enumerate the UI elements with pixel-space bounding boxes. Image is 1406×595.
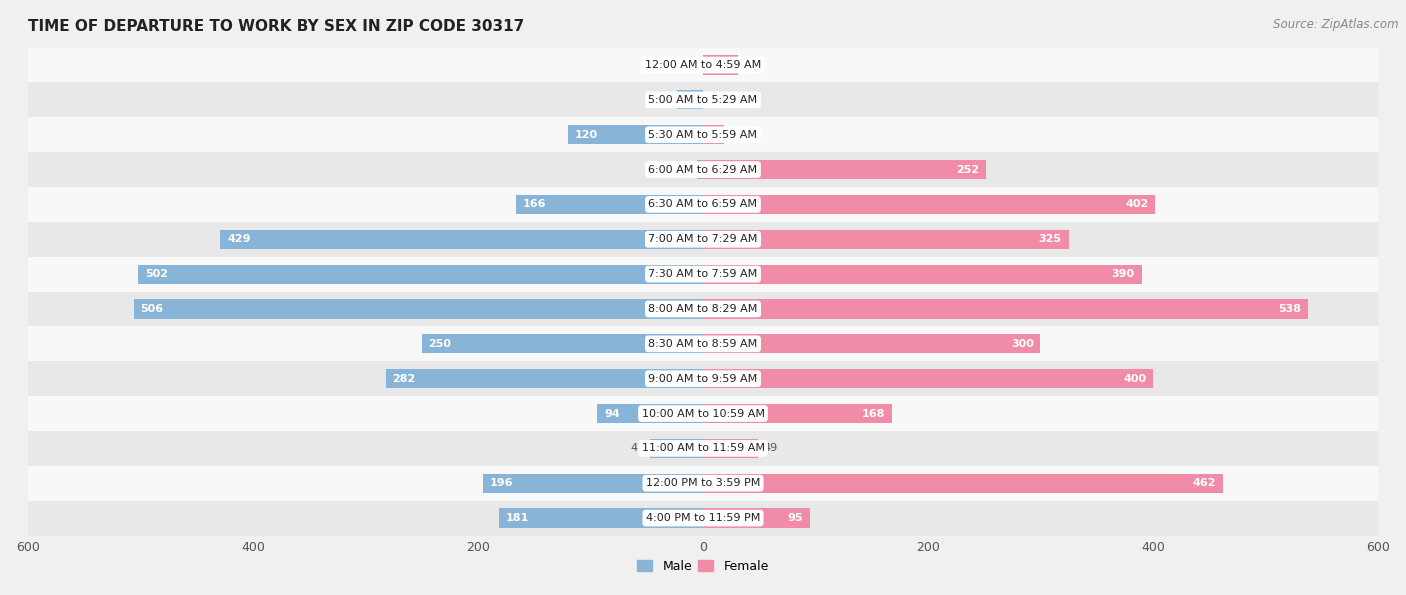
Bar — [703, 369, 1153, 389]
Text: 538: 538 — [1278, 304, 1302, 314]
Text: 6:30 AM to 6:59 AM: 6:30 AM to 6:59 AM — [648, 199, 758, 209]
Text: 12:00 PM to 3:59 PM: 12:00 PM to 3:59 PM — [645, 478, 761, 488]
Text: 300: 300 — [1011, 339, 1033, 349]
Text: 400: 400 — [1123, 374, 1146, 384]
Text: 0: 0 — [690, 60, 697, 70]
Bar — [703, 334, 1040, 353]
Bar — [28, 500, 1378, 536]
Text: 196: 196 — [489, 478, 513, 488]
Bar — [28, 83, 1378, 117]
Text: 11:00 AM to 11:59 AM: 11:00 AM to 11:59 AM — [641, 443, 765, 453]
Text: 95: 95 — [787, 513, 803, 523]
Text: 168: 168 — [862, 409, 886, 418]
Text: 6:00 AM to 6:29 AM: 6:00 AM to 6:29 AM — [648, 165, 758, 174]
Bar — [138, 265, 703, 284]
Bar — [28, 187, 1378, 222]
Bar — [568, 125, 703, 145]
Text: Source: ZipAtlas.com: Source: ZipAtlas.com — [1274, 18, 1399, 31]
Text: 8:30 AM to 8:59 AM: 8:30 AM to 8:59 AM — [648, 339, 758, 349]
Text: 166: 166 — [523, 199, 547, 209]
Bar — [598, 404, 703, 423]
Bar — [703, 299, 1308, 318]
Bar — [28, 152, 1378, 187]
Bar — [28, 117, 1378, 152]
Text: 94: 94 — [605, 409, 620, 418]
Text: 7:00 AM to 7:29 AM: 7:00 AM to 7:29 AM — [648, 234, 758, 245]
Bar — [703, 439, 758, 458]
Text: 5: 5 — [685, 165, 692, 174]
Bar — [134, 299, 703, 318]
Bar — [499, 509, 703, 528]
Text: 12:00 AM to 4:59 AM: 12:00 AM to 4:59 AM — [645, 60, 761, 70]
Text: 0: 0 — [709, 95, 716, 105]
Bar — [703, 55, 738, 74]
Bar — [703, 474, 1223, 493]
Bar — [28, 256, 1378, 292]
Bar — [221, 230, 703, 249]
Text: 23: 23 — [658, 95, 672, 105]
Text: 5:30 AM to 5:59 AM: 5:30 AM to 5:59 AM — [648, 130, 758, 140]
Bar — [28, 48, 1378, 83]
Text: 5:00 AM to 5:29 AM: 5:00 AM to 5:29 AM — [648, 95, 758, 105]
Text: 252: 252 — [956, 165, 980, 174]
Bar — [28, 222, 1378, 256]
Bar — [28, 292, 1378, 327]
Text: 7:30 AM to 7:59 AM: 7:30 AM to 7:59 AM — [648, 269, 758, 279]
Text: 502: 502 — [145, 269, 169, 279]
Bar — [516, 195, 703, 214]
Text: 462: 462 — [1192, 478, 1216, 488]
Text: 9:00 AM to 9:59 AM: 9:00 AM to 9:59 AM — [648, 374, 758, 384]
Bar — [28, 396, 1378, 431]
Bar — [703, 404, 891, 423]
Bar — [385, 369, 703, 389]
Bar — [703, 160, 987, 179]
Text: 19: 19 — [730, 130, 744, 140]
Text: 282: 282 — [392, 374, 416, 384]
Bar — [703, 509, 810, 528]
Bar — [678, 90, 703, 109]
Text: 390: 390 — [1112, 269, 1135, 279]
Text: 31: 31 — [744, 60, 758, 70]
Bar — [703, 265, 1142, 284]
Text: 325: 325 — [1039, 234, 1062, 245]
Bar — [703, 125, 724, 145]
Text: 8:00 AM to 8:29 AM: 8:00 AM to 8:29 AM — [648, 304, 758, 314]
Bar — [28, 431, 1378, 466]
Text: 429: 429 — [228, 234, 250, 245]
Bar — [28, 466, 1378, 500]
Text: 181: 181 — [506, 513, 530, 523]
Text: 506: 506 — [141, 304, 163, 314]
Text: 250: 250 — [429, 339, 451, 349]
Bar — [703, 195, 1156, 214]
Text: TIME OF DEPARTURE TO WORK BY SEX IN ZIP CODE 30317: TIME OF DEPARTURE TO WORK BY SEX IN ZIP … — [28, 19, 524, 34]
Text: 49: 49 — [763, 443, 778, 453]
Legend: Male, Female: Male, Female — [633, 555, 773, 578]
Text: 10:00 AM to 10:59 AM: 10:00 AM to 10:59 AM — [641, 409, 765, 418]
Bar — [28, 361, 1378, 396]
Bar — [703, 230, 1069, 249]
Bar — [28, 327, 1378, 361]
Text: 120: 120 — [575, 130, 598, 140]
Text: 4:00 PM to 11:59 PM: 4:00 PM to 11:59 PM — [645, 513, 761, 523]
Text: 47: 47 — [630, 443, 644, 453]
Bar — [482, 474, 703, 493]
Bar — [422, 334, 703, 353]
Bar — [697, 160, 703, 179]
Bar — [650, 439, 703, 458]
Text: 402: 402 — [1125, 199, 1149, 209]
